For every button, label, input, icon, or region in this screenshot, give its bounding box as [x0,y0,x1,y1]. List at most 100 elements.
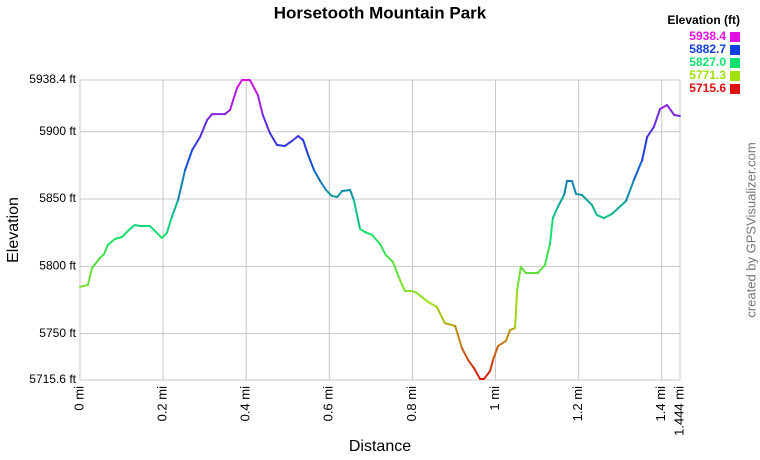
chart-title: Horsetooth Mountain Park [274,3,487,22]
elevation-segment [155,231,163,239]
elevation-segment [595,214,605,220]
elevation-segment [341,189,352,192]
elevation-segment [364,231,374,236]
elevation-segment [106,238,116,246]
y-tick-label: 5715.6 ft [29,372,76,386]
elevation-segment [551,205,559,220]
elevation-segment [460,346,470,361]
elevation-segment [302,139,310,156]
elevation-segment [443,322,457,328]
y-tick-label: 5900 ft [39,124,76,138]
elevation-segment [519,266,527,274]
elevation-segment [570,179,578,196]
elevation-segment [632,158,644,182]
elevation-segment [91,257,101,269]
elevation-segment [641,135,649,161]
x-tick-label: 1 mi [487,386,502,411]
legend-label: 5938.4 [689,29,726,43]
x-tick-label: 1.4 mi [653,386,668,422]
legend-title: Elevation (ft) [667,13,740,27]
elevation-segment [229,86,239,112]
elevation-segment [336,189,344,199]
elevation-segment [290,135,300,142]
x-tick-label: 0.6 mi [321,386,336,422]
elevation-segment [497,339,507,348]
elevation-segment [170,198,180,218]
elevation-segment [610,200,627,215]
elevation-segment [652,107,662,128]
legend-label: 5827.0 [689,55,726,69]
elevation-segment [563,179,568,196]
elevation-segment [427,301,438,309]
elevation-segment [275,144,286,147]
legend-label: 5882.7 [689,42,726,56]
elevation-segment [415,292,423,299]
elevation-segment [585,198,593,206]
elevation-segment [268,132,278,147]
elevation-segment [666,104,676,117]
x-tick-label: 0 mi [71,386,86,411]
y-tick-label: 5938.4 ft [29,72,76,86]
credit: created by GPSVisualizer.com [743,142,758,317]
elevation-segment [191,135,202,152]
elevation-segment [248,79,259,96]
elevation-segment [602,212,613,220]
legend-swatch [730,71,740,81]
elevation-segment [624,179,635,203]
elevation-segment [319,179,327,192]
elevation-segment [177,168,187,201]
elevation-segment [482,369,492,381]
elevation-segment [199,118,209,138]
x-tick-label: 0.2 mi [155,386,170,422]
elevation-segment [224,109,231,116]
elevation-segment [148,224,158,234]
y-axis-label: Elevation [5,197,22,263]
elevation-segment [556,193,566,208]
elevation-segment [492,345,500,361]
x-tick-label: 0.8 mi [404,386,419,422]
elevation-segment [206,113,214,121]
elevation-segment [504,329,512,342]
elevation-segment [120,228,131,239]
legend-label: 5771.3 [689,68,726,82]
elevation-segment [548,217,554,246]
elevation-segment [165,215,173,234]
elevation-segment [113,236,123,241]
elevation-segment [384,254,394,264]
y-tick-label: 5850 ft [39,191,76,205]
y-tick-label: 5800 ft [39,259,76,273]
elevation-segment [420,296,430,304]
legend-swatch [730,58,740,68]
elevation-segment [472,367,482,381]
elevation-segment [261,114,271,135]
elevation-segment [79,283,89,288]
elevation-segment [590,203,598,217]
elevation-segment [580,193,588,201]
elevation-segment [673,114,681,117]
x-tick-label: 0.4 mi [238,386,253,422]
elevation-segment [184,149,194,171]
elevation-segment [160,231,168,239]
elevation-segment [128,224,136,231]
elevation-segment [659,104,669,110]
elevation-segment [283,139,293,147]
elevation-segment [307,154,315,171]
x-tick-label: 1.2 mi [570,386,585,422]
legend-label: 5715.6 [689,81,726,95]
elevation-segment [467,358,475,370]
elevation-segment [236,79,244,89]
elevation-segment [543,243,551,267]
elevation-segment [646,125,655,138]
elevation-segment [86,266,94,286]
legend-swatch [730,84,740,94]
legend-swatch [730,32,740,42]
legend-swatch [730,45,740,55]
elevation-segment [324,189,333,197]
elevation-segment [391,261,401,281]
elevation-segment [379,243,387,257]
elevation-segment [514,289,519,330]
elevation-segment [536,264,546,274]
elevation-segment [398,278,406,292]
elevation-segment [489,358,495,372]
elevation-segment [352,198,362,231]
